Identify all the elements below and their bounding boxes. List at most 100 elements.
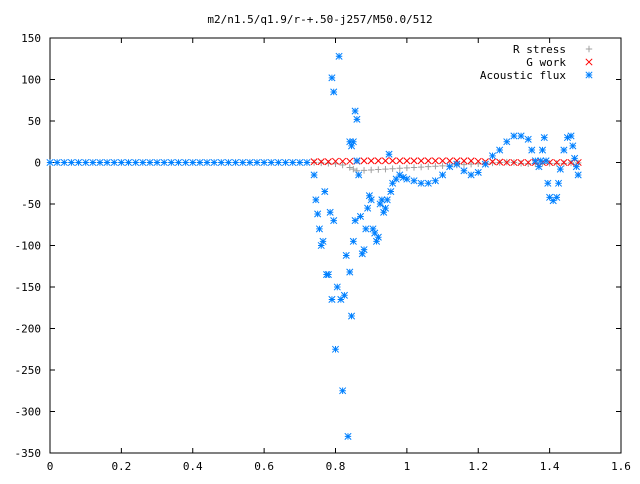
data-point [103, 158, 111, 167]
data-point [348, 312, 356, 320]
data-point [346, 157, 354, 165]
data-point [139, 158, 147, 167]
data-point [389, 165, 396, 172]
chart-title: m2/n1.5/q1.9/r-+.50-j257/M50.0/512 [207, 13, 432, 26]
data-point [446, 157, 454, 165]
data-point [374, 233, 382, 241]
data-point [387, 187, 395, 196]
data-point [365, 192, 373, 200]
x-tick-label: 1.4 [540, 460, 560, 473]
data-point [174, 158, 183, 167]
data-point [403, 175, 411, 183]
data-point [410, 157, 418, 165]
data-point [517, 132, 525, 140]
data-point [572, 163, 580, 171]
data-point [369, 225, 377, 233]
data-point [356, 212, 365, 221]
data-point [46, 158, 54, 167]
data-point [496, 158, 504, 166]
data-point [124, 158, 133, 167]
data-point [431, 157, 439, 165]
data-point [346, 138, 354, 146]
x-tick-label: 1 [404, 460, 411, 473]
data-point [372, 237, 381, 245]
data-point [360, 246, 368, 254]
data-point [392, 175, 400, 183]
data-point [571, 154, 579, 162]
data-point [330, 217, 338, 225]
data-point [510, 132, 518, 140]
data-point [531, 157, 539, 165]
data-point [350, 165, 357, 173]
data-point [489, 159, 496, 167]
data-point [296, 158, 304, 167]
data-point [417, 179, 425, 187]
data-point [360, 157, 368, 165]
y-tick-label: -350 [15, 447, 42, 460]
data-point [132, 158, 140, 167]
data-point [383, 196, 391, 204]
data-point [371, 229, 379, 237]
legend-marker [585, 45, 593, 53]
data-point [396, 165, 403, 172]
data-point [74, 158, 83, 167]
data-point [424, 157, 432, 165]
data-point [424, 179, 432, 187]
data-point [503, 158, 511, 167]
data-point [346, 164, 353, 171]
data-point [453, 160, 461, 168]
data-point [117, 158, 125, 167]
data-point [524, 158, 532, 167]
data-point [346, 268, 354, 276]
data-point [524, 135, 532, 143]
data-point [396, 171, 404, 179]
x-tick-label: 0.2 [111, 460, 131, 473]
data-point [467, 160, 475, 168]
data-point [339, 161, 346, 169]
data-point [460, 167, 468, 175]
data-point [546, 160, 553, 167]
data-point [358, 250, 366, 258]
data-point [360, 167, 368, 174]
data-point [554, 179, 563, 187]
data-point [67, 158, 75, 167]
data-point [160, 158, 168, 167]
data-point [340, 291, 348, 299]
data-point [560, 146, 568, 154]
y-tick-label: 0 [34, 157, 41, 170]
data-point [303, 158, 311, 167]
data-point [110, 158, 118, 167]
data-point [89, 158, 97, 167]
data-point [517, 158, 525, 167]
data-point [389, 157, 397, 165]
data-point [328, 295, 336, 304]
data-point [349, 138, 357, 146]
data-point [535, 163, 543, 171]
data-point [410, 177, 418, 185]
data-point [496, 146, 504, 154]
x-axis: 0 0.2 0.4 0.6 0.8 1 1.2 1.4 1.6 [47, 38, 631, 473]
data-point [362, 225, 370, 233]
data-point [82, 158, 90, 167]
data-point [537, 157, 545, 165]
data-point [326, 208, 334, 216]
data-point [381, 204, 390, 212]
data-point [189, 158, 197, 167]
data-point [439, 162, 446, 170]
data-point [312, 196, 320, 204]
data-point [53, 158, 61, 167]
data-point [224, 158, 232, 167]
data-point [146, 158, 154, 167]
data-point [60, 158, 68, 167]
data-point [399, 173, 407, 181]
data-point [556, 165, 564, 173]
data-point [310, 158, 318, 166]
data-point [328, 74, 336, 82]
data-point [96, 158, 104, 167]
data-point [239, 158, 247, 167]
data-point [337, 295, 345, 304]
series-g-work [310, 157, 582, 167]
data-point [503, 138, 511, 146]
